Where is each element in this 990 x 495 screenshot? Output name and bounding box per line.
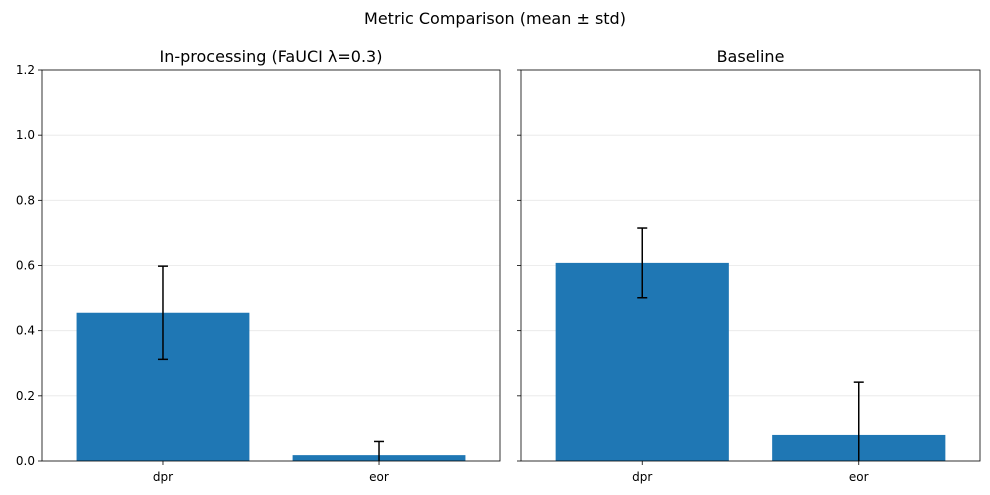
errorbar-baseline-dpr bbox=[637, 227, 648, 299]
ytick-label-in-processing-1: 0.2 bbox=[16, 389, 35, 403]
chart-panel-baseline: Baseline dpr eor bbox=[517, 47, 981, 484]
xtick-label-in-processing-dpr: dpr bbox=[153, 470, 173, 484]
errorbar-in-processing-dpr bbox=[157, 265, 168, 361]
chart-panel-in-processing: In-processing (FaUCI λ=0.3) 0.0 0.2 0.4 0.6… bbox=[16, 47, 501, 484]
ytick-label-in-processing-0: 0.0 bbox=[16, 454, 35, 468]
xtick-label-baseline-dpr: dpr bbox=[632, 470, 652, 484]
figure-title: Metric Comparison (mean ± std) bbox=[364, 9, 626, 28]
ytick-label-in-processing-3: 0.6 bbox=[16, 259, 35, 273]
ytick-label-in-processing-5: 1.0 bbox=[16, 128, 35, 142]
chart-title-in-processing: In-processing (FaUCI λ=0.3) bbox=[160, 47, 383, 66]
ytick-label-in-processing-6: 1.2 bbox=[16, 63, 35, 77]
xtick-label-baseline-eor: eor bbox=[849, 470, 869, 484]
chart-title-baseline: Baseline bbox=[717, 47, 785, 66]
errorbar-baseline-eor bbox=[853, 381, 864, 461]
ytick-label-in-processing-2: 0.4 bbox=[16, 324, 35, 338]
errorbar-in-processing-eor bbox=[374, 440, 385, 461]
xtick-label-in-processing-eor: eor bbox=[369, 470, 389, 484]
ytick-label-in-processing-4: 0.8 bbox=[16, 193, 35, 207]
